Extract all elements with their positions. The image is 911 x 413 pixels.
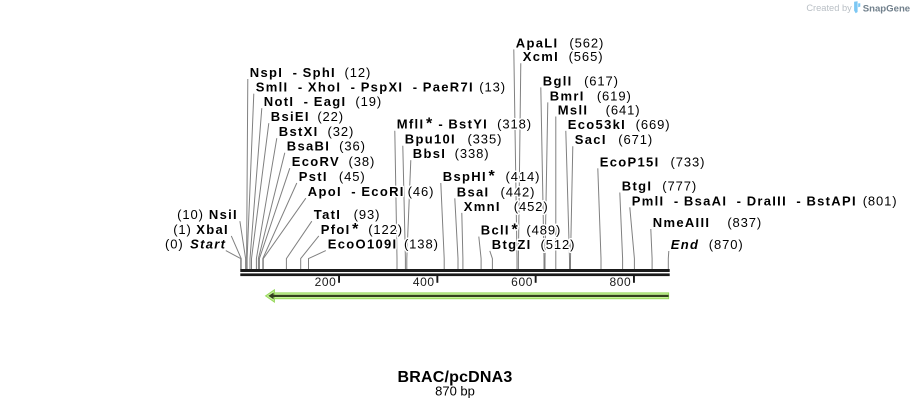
svg-text:EcoO109I(138): EcoO109I (138) (328, 237, 439, 252)
svg-text:SmlI-XhoI-PspXI-PaeR7I(13): SmlI - XhoI - PspXI - PaeR7I (13) (256, 80, 506, 95)
svg-text:End(870): End (870) (671, 237, 744, 252)
svg-text:BclI*(489): BclI * (489) (481, 222, 561, 239)
svg-text:600: 600 (511, 275, 533, 289)
svg-text:(1)XbaI: (1) XbaI (173, 222, 229, 237)
svg-text:BstXI(32): BstXI (32) (279, 124, 354, 139)
svg-text:BRAC/pcDNA3: BRAC/pcDNA3 (397, 369, 512, 386)
svg-text:800: 800 (609, 275, 631, 289)
svg-text:SacI(671): SacI (671) (575, 132, 653, 147)
svg-text:SnapGene: SnapGene (863, 4, 910, 15)
svg-text:ApaLI(562): ApaLI (562) (516, 35, 604, 50)
svg-text:BtgZI(512): BtgZI (512) (492, 237, 576, 252)
svg-text:EcoP15I(733): EcoP15I (733) (600, 154, 706, 169)
svg-text:200: 200 (315, 275, 337, 289)
svg-text:BsaBI(36): BsaBI (36) (287, 139, 366, 154)
svg-text:BbsI(338): BbsI (338) (413, 146, 490, 161)
svg-text:NspI-SphI(12): NspI - SphI (12) (250, 65, 371, 80)
svg-text:870 bp: 870 bp (435, 384, 475, 399)
svg-text:Eco53kI(669): Eco53kI (669) (568, 117, 671, 132)
svg-text:EcoRV(38): EcoRV (38) (292, 154, 375, 169)
svg-text:MflI*-BstYI(318): MflI * - BstYI (318) (397, 116, 532, 133)
svg-text:PfoI*(122): PfoI * (122) (321, 221, 403, 238)
svg-text:ApoI-EcoRI(46): ApoI - EcoRI (46) (308, 184, 435, 199)
svg-text:BtgI(777): BtgI (777) (622, 179, 697, 194)
svg-text:Created by: Created by (806, 3, 852, 13)
svg-text:MslI(641): MslI (641) (558, 103, 641, 118)
svg-text:(0)Start: (0) Start (165, 237, 226, 252)
svg-text:BmrI(619): BmrI (619) (550, 88, 632, 103)
svg-text:XcmI(565): XcmI (565) (523, 49, 604, 64)
svg-text:BsiEI(22): BsiEI (22) (271, 109, 344, 124)
svg-text:BspHI*(414): BspHI * (414) (443, 168, 541, 185)
svg-text:Bpu10I(335): Bpu10I (335) (405, 132, 503, 147)
svg-text:BglI(617): BglI (617) (543, 73, 619, 88)
svg-text:(10)NsiI: (10) NsiI (177, 207, 238, 222)
svg-text:NmeAIII(837): NmeAIII (837) (653, 215, 762, 230)
svg-text:BsaI(442): BsaI (442) (457, 184, 536, 199)
svg-text:NotI-EagI(19): NotI - EagI (19) (264, 94, 382, 109)
svg-text:PstI(45): PstI (45) (299, 169, 366, 184)
svg-text:400: 400 (413, 275, 435, 289)
svg-text:XmnI(452): XmnI (452) (464, 199, 549, 214)
svg-text:PmlI-BsaAI-DraIII-BstAPI(801): PmlI - BsaAI - DraIII - BstAPI (801) (632, 193, 898, 208)
svg-text:TatI(93): TatI (93) (314, 207, 381, 222)
